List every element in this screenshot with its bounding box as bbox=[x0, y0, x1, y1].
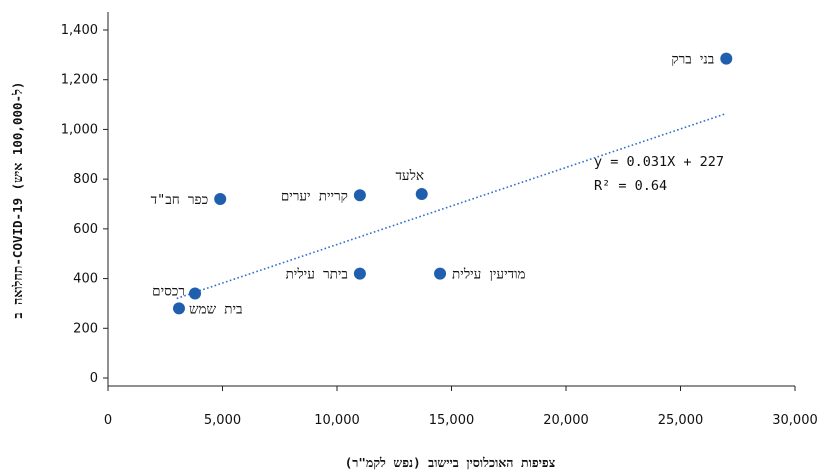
trendline bbox=[176, 112, 727, 300]
data-point bbox=[214, 193, 227, 206]
data-point bbox=[720, 52, 733, 65]
point-label: קריית יערים bbox=[281, 188, 348, 204]
data-point bbox=[434, 267, 447, 280]
x-axis-title: צפיפות האוכלוסין ביישוב (נפש לקמ"ר) bbox=[345, 455, 556, 470]
point-label: בית שמש bbox=[189, 301, 243, 317]
data-point bbox=[189, 287, 202, 300]
y-tick-label: 200 bbox=[73, 321, 98, 336]
point-label: בני ברק bbox=[671, 52, 714, 68]
x-tick-label: 30,000 bbox=[772, 413, 818, 428]
data-point bbox=[415, 188, 428, 201]
x-tick-label: 15,000 bbox=[429, 413, 475, 428]
trendline-equation: y = 0.031X + 227 bbox=[594, 154, 724, 170]
x-tick-label: 10,000 bbox=[314, 413, 360, 428]
point-label: רכסים bbox=[152, 283, 185, 299]
point-label: אלעד bbox=[395, 168, 424, 184]
x-tick-label: 0 bbox=[104, 413, 112, 428]
point-label: מודיעין עילית bbox=[452, 267, 526, 283]
y-axis-title: תחלואה ב-COVID-19 (ל-100,000 איש) bbox=[10, 82, 25, 319]
axes: 0 200 400 600 800 1,000 1,200 1,400 0 5,000 10,000… bbox=[61, 12, 818, 428]
trendline-r2: R² = 0.64 bbox=[594, 178, 667, 194]
x-tick-label: 25,000 bbox=[658, 413, 704, 428]
y-tick-label: 600 bbox=[73, 222, 98, 237]
data-point bbox=[353, 189, 366, 202]
data-point bbox=[353, 267, 366, 280]
y-tick-label: 1,400 bbox=[61, 23, 98, 38]
y-tick-label: 0 bbox=[90, 371, 98, 386]
y-tick-label: 400 bbox=[73, 272, 98, 287]
y-tick-label: 1,000 bbox=[61, 122, 98, 137]
x-tick-label: 5,000 bbox=[204, 413, 241, 428]
y-tick-label: 800 bbox=[73, 172, 98, 187]
points-group bbox=[172, 52, 733, 315]
y-tick-label: 1,200 bbox=[61, 73, 98, 88]
trendline-group bbox=[176, 112, 727, 300]
labels-group: בני ברק אלעד קריית יערים כפר חב"ד ביתר עילית… bbox=[151, 52, 715, 318]
point-label: כפר חב"ד bbox=[151, 192, 209, 208]
x-tick-label: 20,000 bbox=[543, 413, 589, 428]
data-point bbox=[172, 302, 185, 315]
point-label: ביתר עילית bbox=[286, 267, 348, 283]
